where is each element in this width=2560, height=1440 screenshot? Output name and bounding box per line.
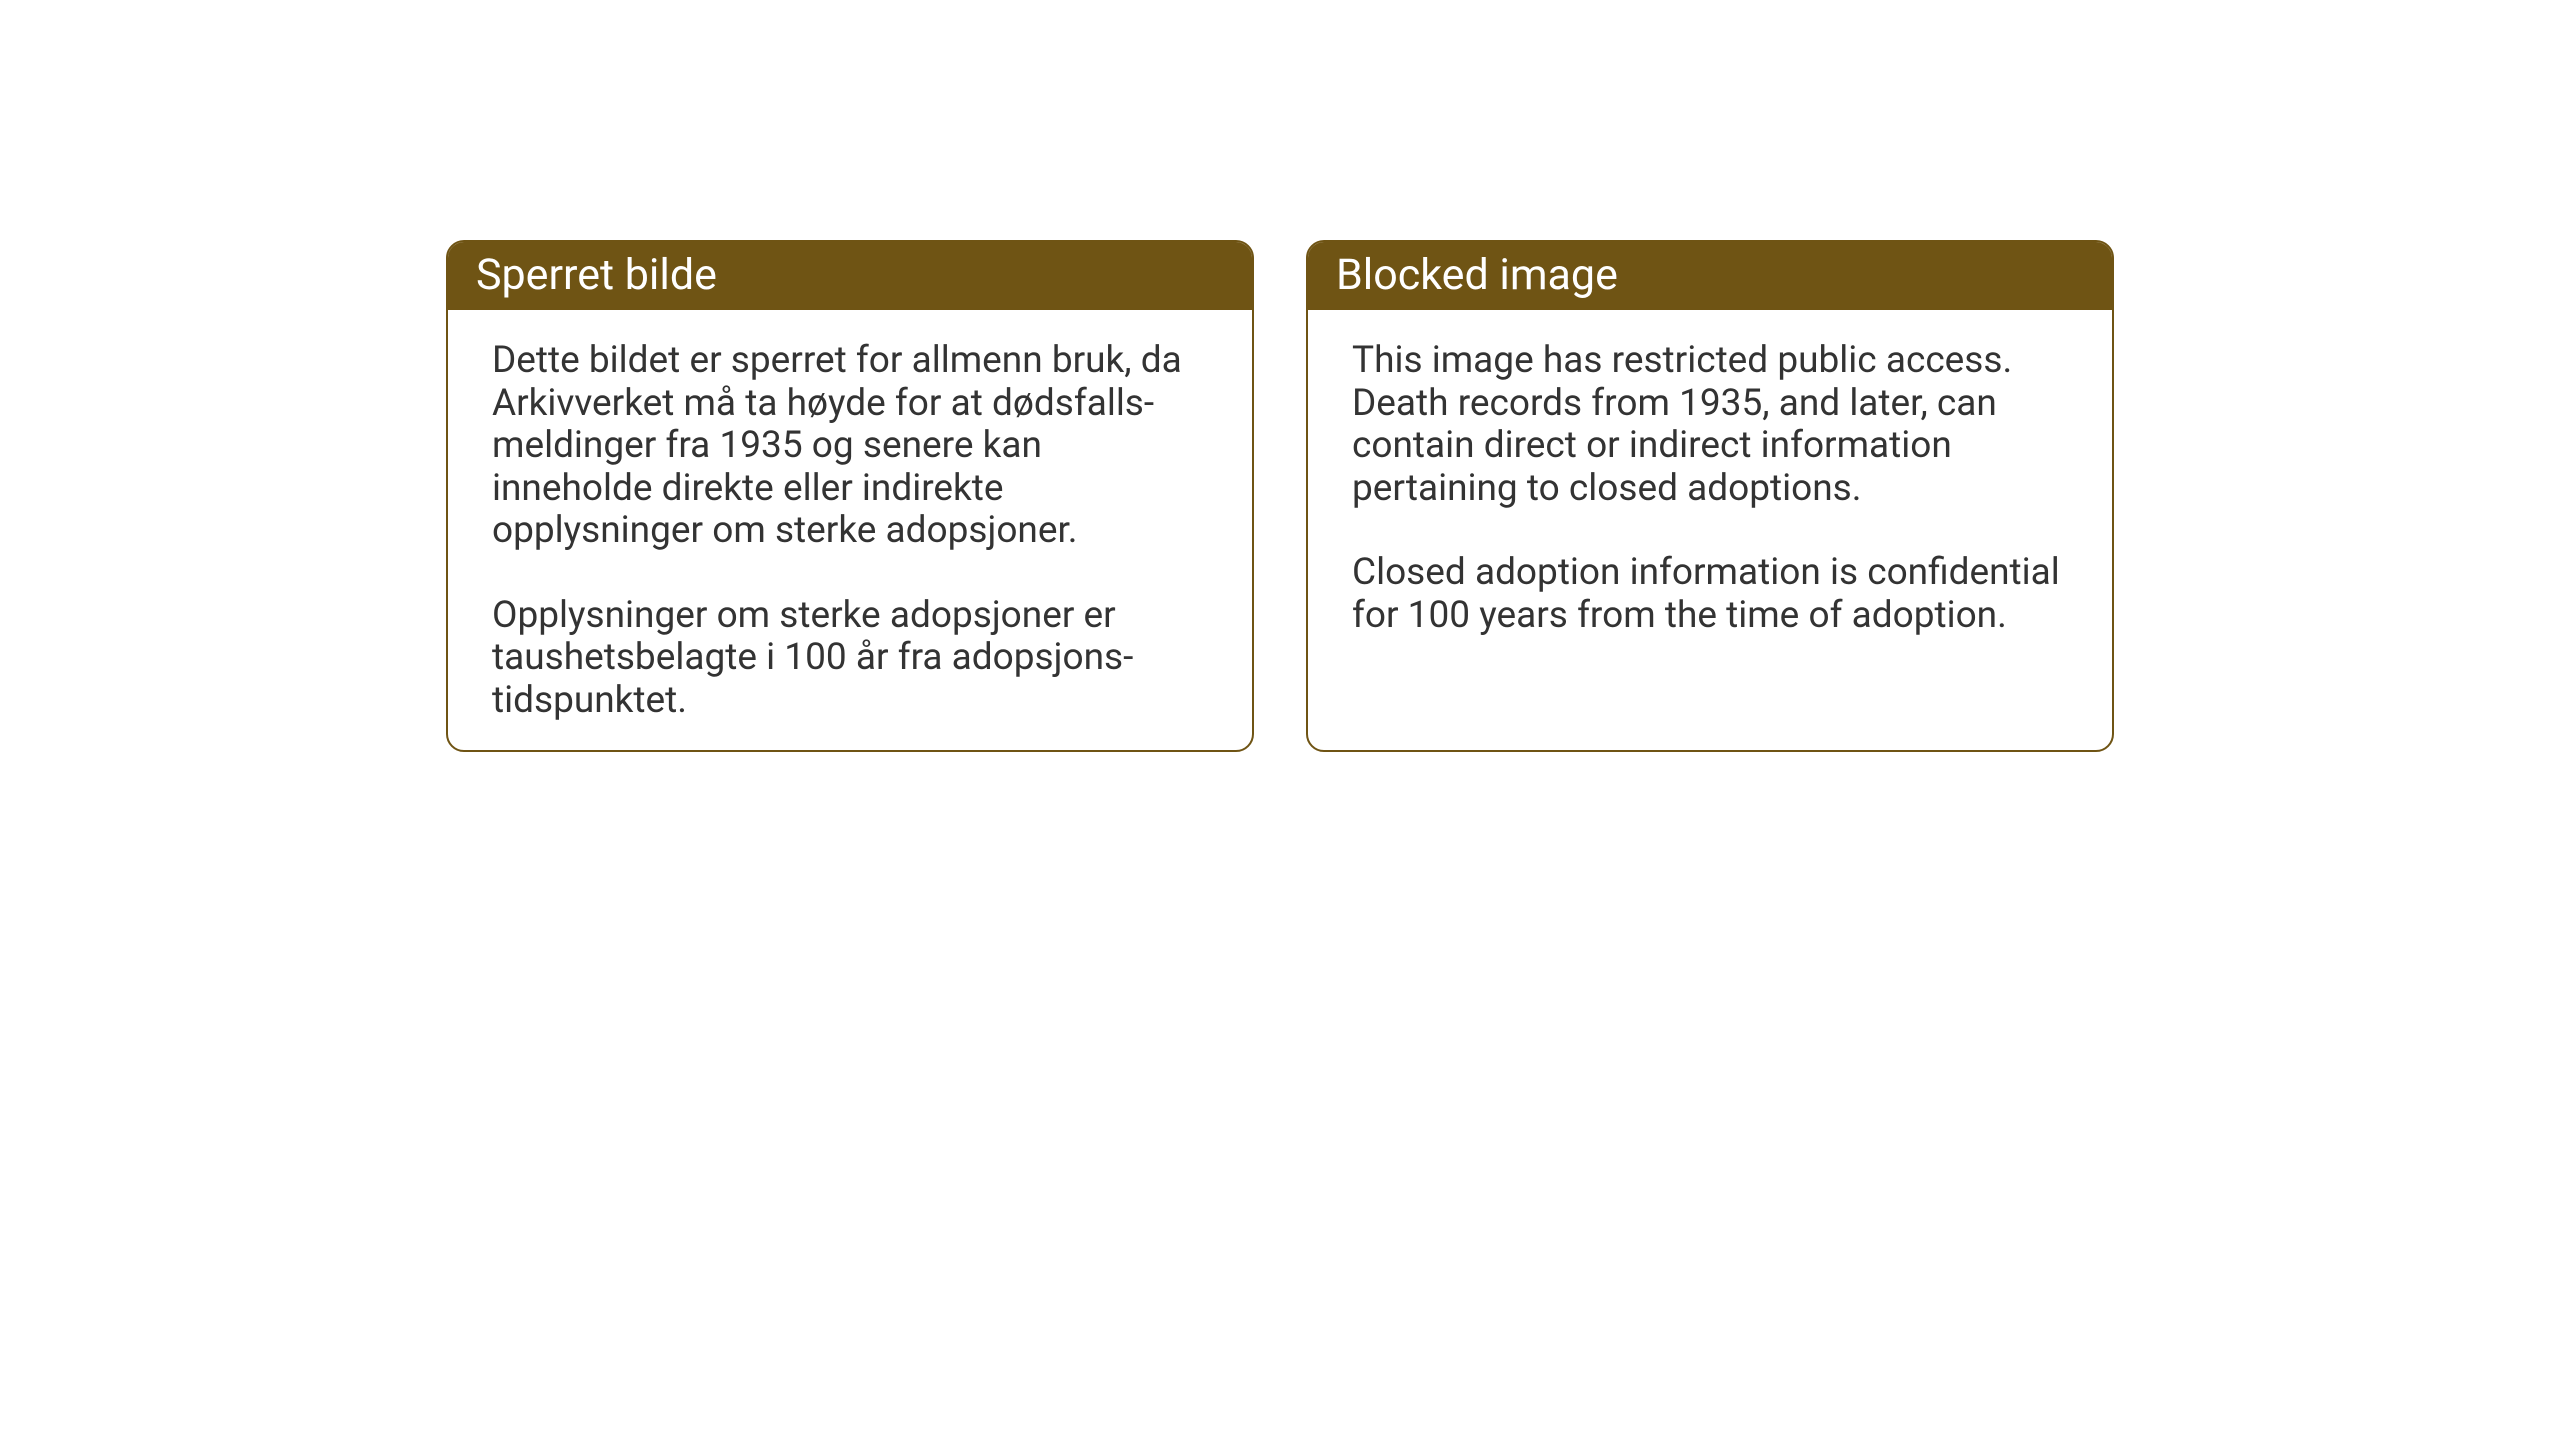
notice-paragraph: Opplysninger om sterke adopsjoner er tau… bbox=[492, 595, 1208, 723]
card-header-norwegian: Sperret bilde bbox=[448, 242, 1252, 310]
card-title: Blocked image bbox=[1336, 250, 1618, 300]
notice-card-english: Blocked image This image has restricted … bbox=[1306, 240, 2114, 752]
card-body-norwegian: Dette bildet er sperret for allmenn bruk… bbox=[448, 310, 1252, 752]
card-title: Sperret bilde bbox=[476, 250, 717, 300]
notice-paragraph: This image has restricted public access.… bbox=[1352, 340, 2068, 510]
card-body-english: This image has restricted public access.… bbox=[1308, 310, 2112, 667]
card-header-english: Blocked image bbox=[1308, 242, 2112, 310]
notice-card-norwegian: Sperret bilde Dette bildet er sperret fo… bbox=[446, 240, 1254, 752]
notice-container: Sperret bilde Dette bildet er sperret fo… bbox=[446, 240, 2114, 752]
notice-paragraph: Dette bildet er sperret for allmenn bruk… bbox=[492, 340, 1208, 553]
notice-paragraph: Closed adoption information is confident… bbox=[1352, 552, 2068, 637]
